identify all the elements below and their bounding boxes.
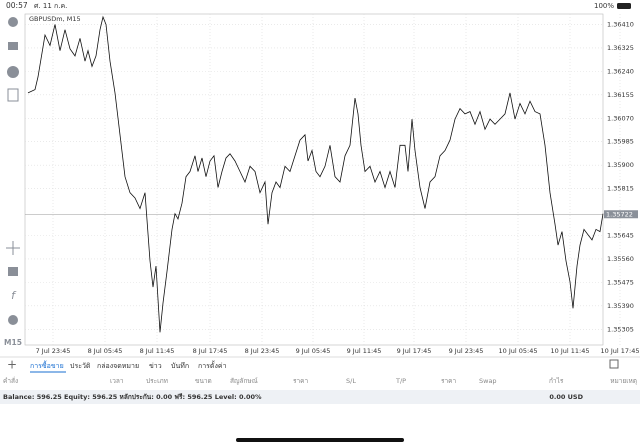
y-tick-label: 1.35815: [607, 185, 634, 193]
add-button[interactable]: +: [7, 358, 17, 372]
y-tick-label: 1.35900: [607, 161, 634, 169]
x-tick-label: 7 Jul 23:45: [36, 347, 71, 355]
x-tick-label: 8 Jul 05:45: [88, 347, 123, 355]
table-header: คำสั่ง เวลา ประเภท ขนาด สัญลักษณ์ ราคา S/L T/P ร…: [3, 376, 637, 385]
column-header: คำสั่ง: [3, 376, 18, 385]
indicator-icon[interactable]: [8, 267, 18, 276]
tab[interactable]: บันทึก: [171, 361, 189, 370]
crosshair-icon[interactable]: [6, 241, 20, 255]
x-tick-label: 9 Jul 05:45: [296, 347, 331, 355]
column-header: S/L: [346, 377, 356, 385]
balance-row: [0, 390, 640, 404]
status-date: ศ. 11 ก.ค.: [34, 2, 67, 10]
chart-frame: [24, 13, 604, 346]
x-tick-label: 9 Jul 23:45: [449, 347, 484, 355]
current-price-label: 1.35722: [606, 210, 633, 218]
y-tick-label: 1.36240: [607, 67, 634, 75]
x-tick-label: 8 Jul 11:45: [140, 347, 175, 355]
column-header: สัญลักษณ์: [230, 377, 258, 385]
objects-icon[interactable]: [8, 315, 18, 325]
tab[interactable]: กล่องจดหมาย: [97, 362, 139, 370]
column-header: T/P: [395, 377, 406, 385]
y-tick-label: 1.35985: [607, 138, 634, 146]
y-tick-label: 1.35560: [607, 255, 634, 263]
column-header: ขนาด: [195, 377, 212, 385]
status-battery: 100%: [594, 2, 614, 10]
column-header: Swap: [479, 377, 497, 385]
current-price-box: [604, 210, 638, 219]
function-icon[interactable]: f: [11, 289, 17, 302]
tab[interactable]: ประวัติ: [70, 362, 91, 370]
account-icon[interactable]: [8, 17, 18, 27]
timeframe-button[interactable]: M15: [4, 338, 22, 347]
battery-icon: [617, 3, 631, 9]
tab-bar: การซื้อขาย ประวัติ กล่องจดหมาย ข่าว บันทึก กา…: [30, 359, 227, 373]
x-tick-label: 9 Jul 17:45: [397, 347, 432, 355]
x-tick-label: 10 Jul 17:45: [601, 347, 640, 355]
y-tick-label: 1.36070: [607, 114, 634, 122]
tab[interactable]: การซื้อขาย: [30, 359, 64, 370]
balance-text: Balance: 596.25 Equity: 596.25 หลักประกั…: [3, 393, 262, 401]
y-tick-label: 1.35305: [607, 325, 634, 333]
home-indicator: [236, 438, 404, 442]
y-tick-label: 1.36325: [607, 44, 634, 52]
tab[interactable]: การตั้งค่า: [198, 359, 227, 370]
x-tick-label: 9 Jul 11:45: [347, 347, 382, 355]
y-tick-label: 1.35645: [607, 231, 634, 239]
status-time: 00:57: [6, 1, 28, 10]
chart-area: 1.36410 1.36325 1.36240 1.36155 1.36070 1.359…: [25, 14, 639, 355]
column-header: ประเภท: [146, 377, 168, 385]
price-line: [27, 15, 604, 333]
chart-symbol: GBPUSDm, M15: [29, 15, 81, 23]
column-header: กำไร: [549, 377, 564, 385]
x-tick-label: 8 Jul 23:45: [245, 347, 280, 355]
left-toolbar: f M15: [4, 17, 22, 347]
balance-total: 0.00 USD: [549, 393, 583, 401]
chat-icon[interactable]: [7, 66, 19, 78]
y-tick-label: 1.35475: [607, 278, 634, 286]
column-header: ราคา: [293, 377, 308, 385]
x-tick-label: 8 Jul 17:45: [193, 347, 228, 355]
layout-icon[interactable]: [609, 359, 619, 369]
y-tick-label: 1.35390: [607, 302, 634, 310]
tab[interactable]: ข่าว: [149, 362, 162, 370]
column-header: หมายเหตุ: [610, 377, 637, 385]
y-tick-label: 1.36410: [607, 20, 634, 28]
column-header: เวลา: [110, 377, 124, 385]
x-tick-label: 10 Jul 05:45: [499, 347, 538, 355]
trade-icon[interactable]: [8, 42, 18, 50]
new-order-icon[interactable]: [7, 88, 19, 102]
column-header: ราคา: [441, 377, 456, 385]
status-bar: 00:57 ศ. 11 ก.ค. 100%: [6, 1, 631, 10]
x-tick-label: 10 Jul 11:45: [551, 347, 590, 355]
y-tick-label: 1.36155: [607, 91, 634, 99]
